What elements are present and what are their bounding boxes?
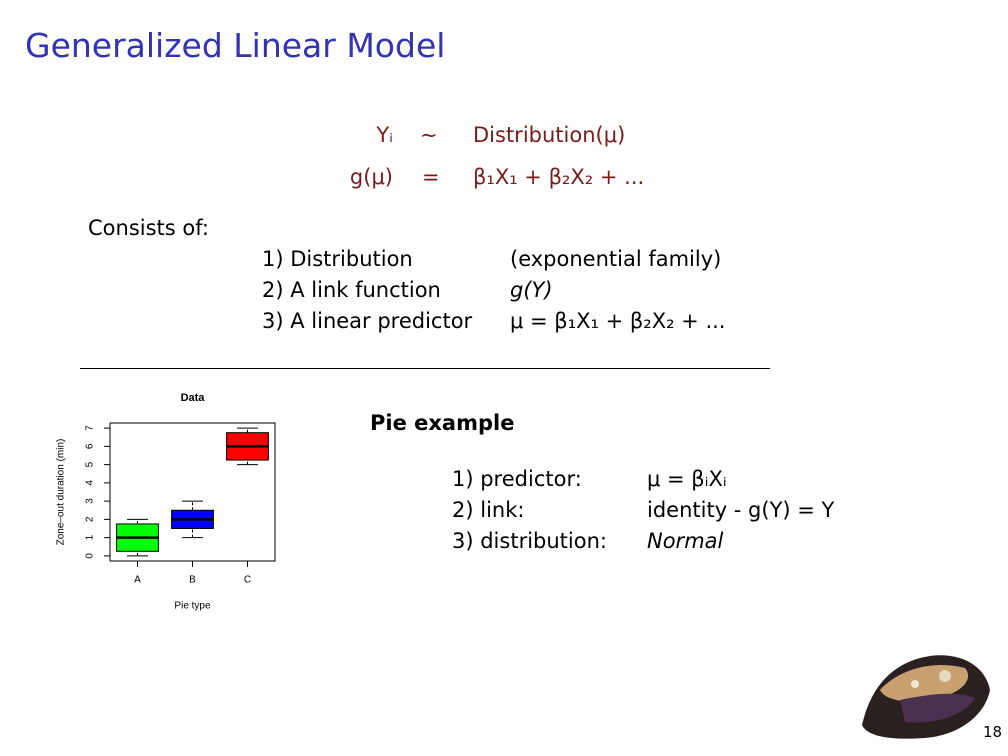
eq-lhs: g(μ) — [349, 165, 393, 189]
y-axis-label: Zone–out duration (min) — [56, 439, 67, 546]
x-tick-label: A — [134, 575, 141, 586]
item: 3) A linear predictor — [262, 309, 473, 333]
item-detail: identity - g(Y) = Y — [647, 498, 835, 522]
chart-title: Data — [181, 392, 206, 404]
y-tick-label: 6 — [85, 443, 96, 449]
item: 1) Distribution — [262, 247, 413, 271]
slide-title: Generalized Linear Model — [25, 26, 446, 65]
y-tick-label: 3 — [85, 498, 96, 504]
item-detail: g(Y) — [510, 278, 553, 302]
y-tick-label: 7 — [85, 425, 96, 431]
page-number: 18 — [983, 723, 1003, 741]
eq-rel: ∼ — [420, 123, 438, 147]
y-tick-label: 1 — [85, 534, 96, 540]
eq-rel: = — [422, 165, 440, 189]
item-detail: μ = βᵢXᵢ — [647, 467, 727, 491]
consists-label: Consists of: — [88, 216, 209, 240]
item-detail: Normal — [647, 529, 724, 553]
eq-rhs: β₁X₁ + β₂X₂ + ... — [473, 165, 645, 189]
y-tick-label: 2 — [85, 516, 96, 522]
item: 3) distribution: — [452, 529, 607, 553]
item-detail: (exponential family) — [510, 247, 722, 271]
item: 2) A link function — [262, 278, 441, 302]
y-tick-label: 0 — [85, 553, 96, 559]
y-tick-label: 5 — [85, 461, 96, 467]
pie-picture — [862, 655, 990, 739]
y-tick-label: 4 — [85, 480, 96, 486]
item: 2) link: — [452, 498, 525, 522]
eq-rhs: Distribution(μ) — [473, 123, 626, 147]
x-tick-label: C — [244, 575, 251, 586]
item-detail: μ = β₁X₁ + β₂X₂ + ... — [510, 309, 726, 333]
example-title: Pie example — [370, 411, 515, 435]
x-axis-label: Pie type — [174, 601, 211, 612]
divider — [80, 368, 770, 369]
eq-lhs: Yᵢ — [376, 123, 393, 147]
item: 1) predictor: — [452, 467, 582, 491]
x-tick-label: B — [189, 575, 196, 586]
